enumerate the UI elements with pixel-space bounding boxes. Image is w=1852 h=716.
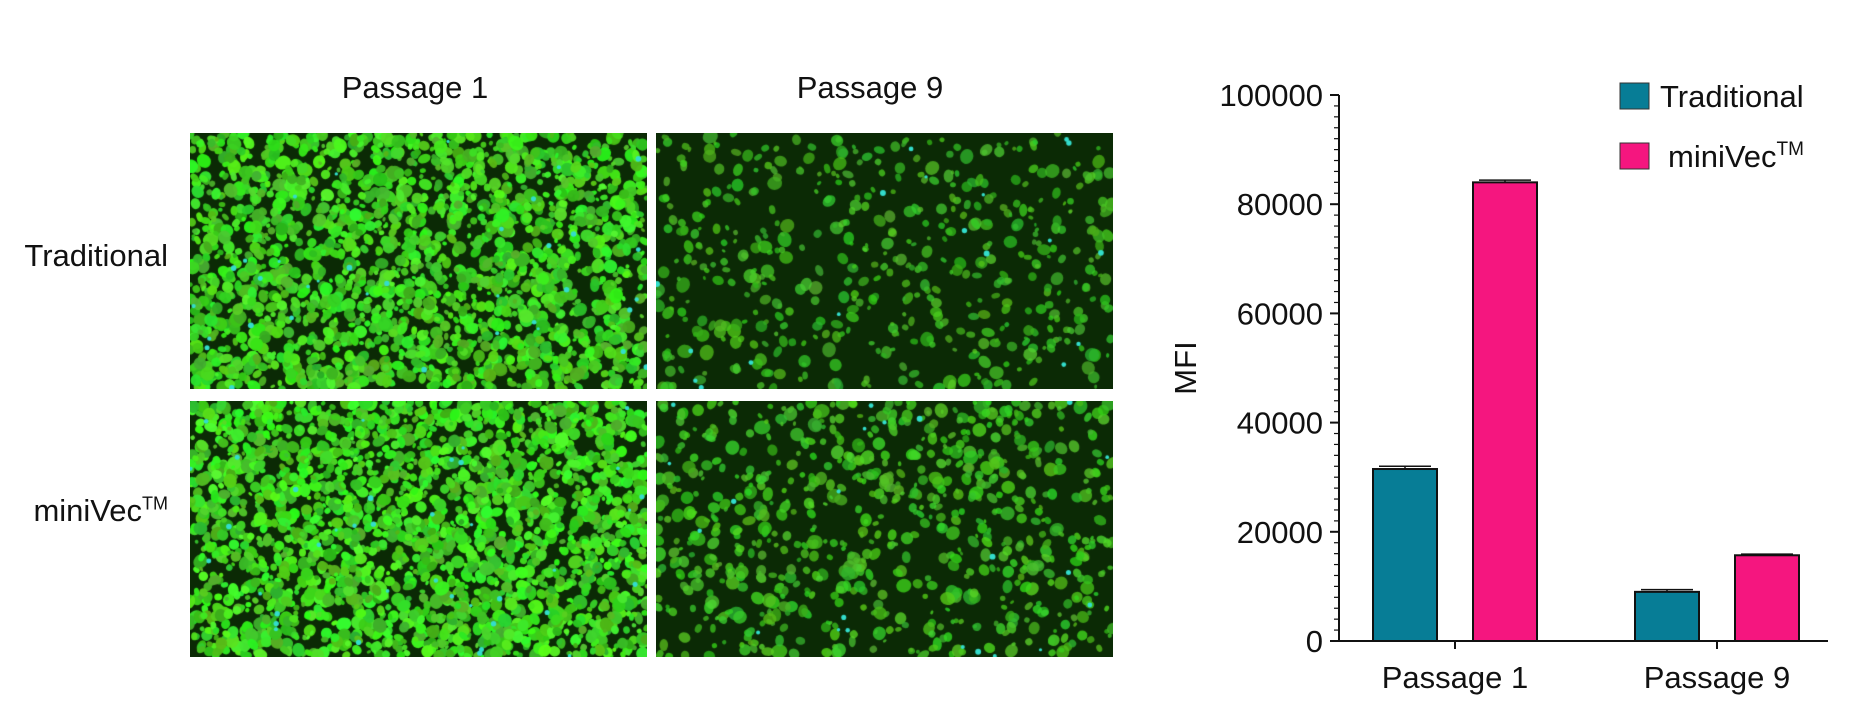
y-axis-label: MFI bbox=[1168, 341, 1203, 394]
y-tick-label: 80000 bbox=[1237, 187, 1323, 222]
y-tick-label: 40000 bbox=[1237, 406, 1323, 441]
trademark: TM bbox=[142, 493, 168, 514]
trademark: TM bbox=[1777, 139, 1804, 160]
y-tick-label: 0 bbox=[1306, 624, 1323, 659]
x-tick-label: Passage 9 bbox=[1644, 660, 1791, 695]
column-label-passage-9: Passage 9 bbox=[796, 70, 944, 105]
y-tick-label: 100000 bbox=[1220, 78, 1323, 113]
y-tick-label: 20000 bbox=[1237, 515, 1323, 550]
row-label-traditional: Traditional bbox=[24, 238, 168, 273]
row-label-minivec: miniVecTM bbox=[33, 493, 168, 529]
legend-swatch bbox=[1619, 82, 1650, 110]
micrograph-traditional-passage-9 bbox=[656, 133, 1113, 389]
bar-minivec bbox=[1734, 554, 1800, 643]
legend-swatch bbox=[1619, 142, 1650, 170]
x-tick-label: Passage 1 bbox=[1382, 660, 1529, 695]
row-label-minivec-text: miniVec bbox=[33, 493, 142, 528]
micrograph-minivec-passage-1 bbox=[190, 401, 647, 657]
column-label-passage-1: Passage 1 bbox=[341, 70, 489, 105]
bar-minivec bbox=[1472, 181, 1538, 643]
y-tick-label: 60000 bbox=[1237, 296, 1323, 331]
bar-traditional bbox=[1634, 590, 1700, 642]
micrograph-traditional-passage-1 bbox=[190, 133, 647, 389]
legend-label: miniVecTM bbox=[1668, 139, 1804, 174]
bar-traditional bbox=[1372, 468, 1438, 643]
micrograph-minivec-passage-9 bbox=[656, 401, 1113, 657]
legend-label: Traditional bbox=[1660, 79, 1804, 114]
